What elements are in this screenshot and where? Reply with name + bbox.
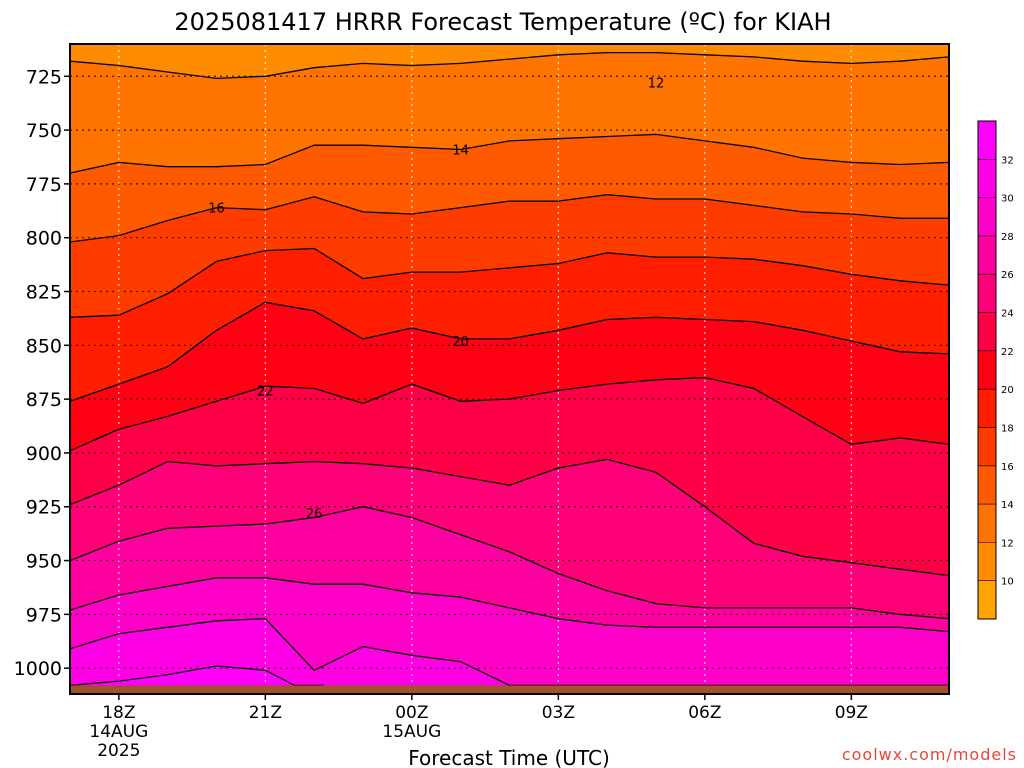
colorbar-swatch [978, 542, 996, 582]
x-tick-label: 03Z [542, 703, 575, 723]
y-tick-label: 975 [26, 604, 62, 626]
temperature-fill-bands [70, 44, 949, 694]
credit-text: coolwx.com/models [842, 745, 1017, 764]
x-tick-date: 14AUG [89, 722, 148, 742]
y-tick-label: 725 [26, 66, 62, 88]
x-tick-label: 09Z [835, 703, 868, 723]
y-tick-label: 850 [26, 335, 62, 357]
x-tick-date: 15AUG [382, 722, 441, 742]
temperature-band-32 [70, 666, 324, 686]
colorbar-swatch [978, 465, 996, 505]
colorbar-swatch [978, 350, 996, 390]
isotherm-line-22 [70, 376, 949, 452]
isotherm-line-28 [70, 577, 949, 633]
contour-label-20: 20 [452, 335, 469, 350]
contour-labels: 12 14 16 20 22 26 [208, 77, 664, 522]
ground-surface [70, 685, 949, 694]
x-tick-label: 21Z [249, 703, 282, 723]
isotherm-line-18 [70, 247, 949, 318]
isotherm-line-24 [70, 458, 949, 577]
isotherm-line-14 [70, 133, 949, 174]
isotherm-contours [70, 51, 949, 687]
plot-frame [69, 43, 950, 695]
colorbar-swatch [978, 159, 996, 199]
colorbar-swatch [978, 580, 996, 620]
colorbar-label: 12 [1001, 538, 1014, 549]
contour-label-22: 22 [257, 385, 274, 400]
colorbar-label: 28 [1001, 232, 1014, 243]
y-tick-label: 900 [26, 443, 62, 465]
y-tick-label: 950 [26, 551, 62, 573]
contour-label-16: 16 [208, 202, 225, 217]
y-tick-label: 925 [26, 497, 62, 519]
y-axis-pressure: 725 750 775 800 825 850 875 900 925 950 975 1000 [14, 66, 70, 680]
chart-title: 2025081417 HRRR Forecast Temperature (ºC… [174, 8, 831, 36]
colorbar-label: 32 [1001, 155, 1014, 166]
y-tick-label: 825 [26, 282, 62, 304]
colorbar-swatch [978, 197, 996, 237]
colorbar-swatch [978, 235, 996, 275]
x-tick-label: 00Z [395, 703, 428, 723]
colorbar-swatch [978, 389, 996, 428]
colorbar-swatch [978, 312, 996, 352]
x-tick-label: 18Z [102, 703, 135, 723]
contour-label-12: 12 [648, 77, 665, 92]
isotherm-line-26 [70, 506, 949, 620]
contour-label-26: 26 [306, 507, 323, 522]
colorbar-label: 18 [1001, 423, 1014, 434]
colorbar-swatch [978, 427, 996, 467]
isotherm-line-20 [70, 301, 949, 402]
colorbar-label: 24 [1001, 309, 1014, 320]
colorbar-swatch [978, 504, 996, 543]
isotherm-line-16 [70, 194, 949, 243]
colorbar-label: 16 [1001, 462, 1014, 473]
temperature-band-30 [70, 618, 949, 694]
colorbar-label: 20 [1001, 385, 1014, 396]
colorbar-label: 30 [1001, 194, 1014, 205]
colorbar-swatch [978, 121, 996, 160]
colorbar-legend: 10 12 14 16 18 20 22 24 26 28 30 32 [977, 120, 1014, 620]
y-tick-label: 750 [26, 120, 62, 142]
colorbar-label: 10 [1001, 577, 1014, 588]
colorbar-frame [977, 120, 997, 620]
colorbar-swatch [978, 274, 996, 314]
isotherm-line-12 [70, 51, 949, 80]
x-tick-year: 2025 [97, 741, 140, 761]
y-tick-label: 775 [26, 174, 62, 196]
x-tick-label: 06Z [688, 703, 721, 723]
y-tick-label: 1000 [14, 658, 62, 680]
colorbar-label: 26 [1001, 270, 1014, 281]
colorbar-label: 14 [1001, 500, 1014, 511]
x-axis-title: Forecast Time (UTC) [408, 746, 610, 768]
colorbar-label: 22 [1001, 347, 1014, 358]
contour-label-14: 14 [452, 143, 469, 158]
y-tick-label: 875 [26, 389, 62, 411]
y-tick-label: 800 [26, 228, 62, 250]
